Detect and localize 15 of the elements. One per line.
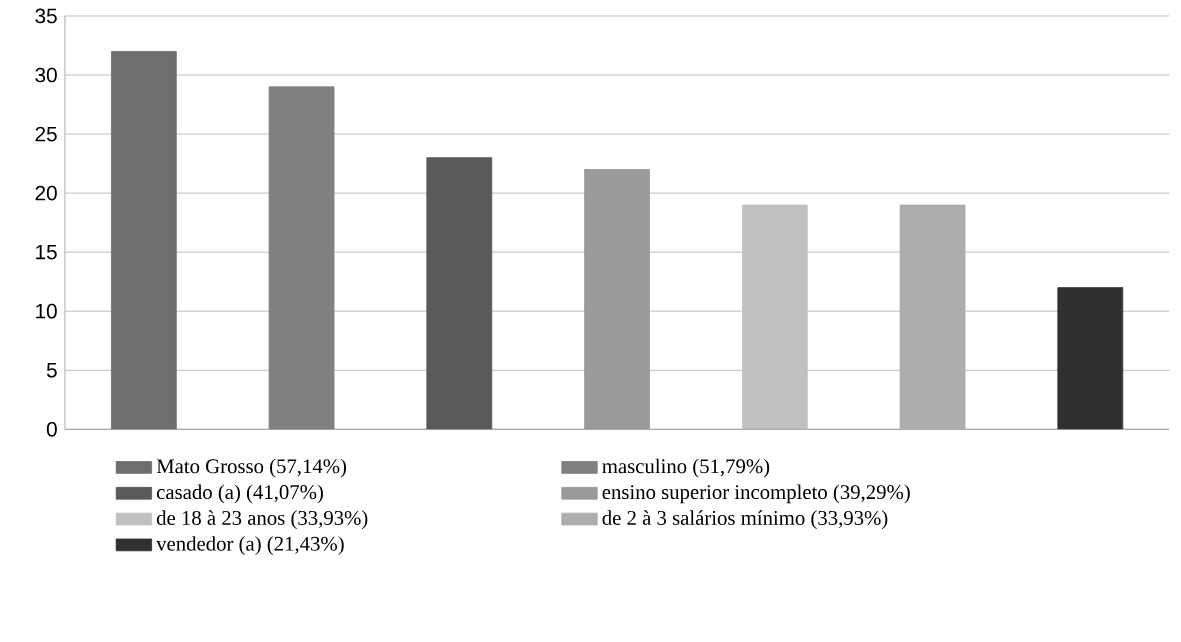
legend-label: Mato Grosso (57,14%) xyxy=(156,458,347,478)
legend-label: casado (a) (41,07%) xyxy=(156,484,323,504)
legend-label: masculino (51,79%) xyxy=(602,458,770,478)
y-tick-label: 5 xyxy=(46,363,57,378)
legend-label: ensino superior incompleto (39,29%) xyxy=(602,484,910,504)
legend-label: de 18 à 23 anos (33,93%) xyxy=(156,510,368,530)
y-tick-label: 25 xyxy=(35,126,57,142)
y-tick-label: 30 xyxy=(35,67,57,83)
y-tick-label: 35 xyxy=(35,8,57,24)
legend-label: vendedor (a) (21,43%) xyxy=(156,536,344,556)
legend-label: de 2 à 3 salários mínimo (33,93%) xyxy=(602,510,888,530)
y-tick-label: 20 xyxy=(35,185,57,201)
y-tick-label: 0 xyxy=(46,422,57,437)
y-tick-label: 10 xyxy=(36,303,57,319)
y-tick-label: 15 xyxy=(36,244,57,260)
